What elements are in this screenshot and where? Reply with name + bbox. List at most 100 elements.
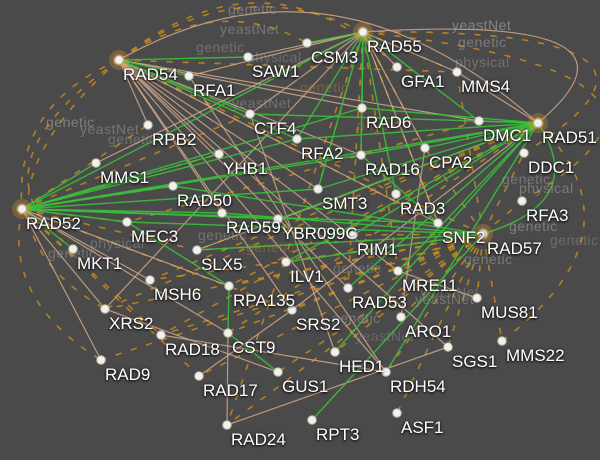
node-SGS1[interactable]	[443, 342, 453, 352]
node-label-DDC1[interactable]: DDC1	[528, 158, 574, 177]
node-RFA1[interactable]	[184, 71, 194, 81]
node-CTF4[interactable]	[245, 109, 255, 119]
node-RAD50[interactable]	[168, 181, 178, 191]
node-MSH6[interactable]	[145, 275, 155, 285]
node-label-SAW1[interactable]: SAW1	[252, 62, 300, 81]
node-label-RFA3[interactable]: RFA3	[526, 206, 569, 225]
node-label-DMC1[interactable]: DMC1	[483, 126, 531, 145]
node-label-MRE11[interactable]: MRE11	[402, 276, 457, 295]
node-label-SMT3[interactable]: SMT3	[322, 194, 367, 213]
node-SRS2[interactable]	[287, 305, 297, 315]
node-SMT3[interactable]	[313, 184, 323, 194]
node-DMC1[interactable]	[474, 116, 484, 126]
node-RAD54[interactable]	[114, 55, 124, 65]
node-label-RFA1[interactable]: RFA1	[193, 81, 236, 100]
node-HED1[interactable]	[330, 347, 340, 357]
node-MMS22[interactable]	[497, 336, 507, 346]
node-label-CST9[interactable]: CST9	[232, 338, 275, 357]
node-label-ILV1[interactable]: ILV1	[290, 267, 324, 286]
node-RIM1[interactable]	[348, 230, 358, 240]
node-label-RAD57[interactable]: RAD57	[487, 239, 542, 258]
node-YHB1[interactable]	[214, 149, 224, 159]
node-GUS1[interactable]	[273, 367, 283, 377]
node-label-MMS22[interactable]: MMS22	[506, 346, 565, 365]
node-MUS81[interactable]	[472, 293, 482, 303]
node-label-RAD9[interactable]: RAD9	[105, 365, 150, 384]
node-MMS1[interactable]	[91, 158, 101, 168]
node-RAD18[interactable]	[156, 330, 166, 340]
node-RAD6[interactable]	[357, 103, 367, 113]
node-label-RAD53[interactable]: RAD53	[352, 293, 407, 312]
node-label-RAD6[interactable]: RAD6	[366, 113, 411, 132]
node-label-MEC3[interactable]: MEC3	[131, 227, 178, 246]
node-DDC1[interactable]	[519, 148, 529, 158]
node-RAD3[interactable]	[391, 189, 401, 199]
node-label-GFA1[interactable]: GFA1	[401, 72, 444, 91]
node-label-RPA135[interactable]: RPA135	[233, 291, 295, 310]
node-label-RAD55[interactable]: RAD55	[367, 37, 422, 56]
node-CSM3[interactable]	[302, 38, 312, 48]
node-label-RAD52[interactable]: RAD52	[26, 214, 81, 233]
node-label-YHB1[interactable]: YHB1	[223, 159, 267, 178]
node-label-RAD3[interactable]: RAD3	[400, 199, 445, 218]
node-label-ASF1[interactable]: ASF1	[401, 418, 444, 437]
node-label-SNF2[interactable]: SNF2	[442, 228, 485, 247]
node-label-RAD54[interactable]: RAD54	[123, 65, 178, 84]
node-CST9[interactable]	[223, 328, 233, 338]
node-RAD52[interactable]	[17, 204, 27, 214]
node-label-XRS2[interactable]: XRS2	[109, 314, 153, 333]
node-label-SLX5[interactable]: SLX5	[201, 255, 243, 274]
node-MEC3[interactable]	[122, 217, 132, 227]
node-GFA1[interactable]	[392, 62, 402, 72]
node-YBR099C[interactable]	[273, 214, 283, 224]
node-label-HED1[interactable]: HED1	[339, 357, 384, 376]
node-SLX5[interactable]	[192, 245, 202, 255]
node-label-RAD50[interactable]: RAD50	[177, 191, 232, 210]
node-RAD17[interactable]	[194, 371, 204, 381]
node-label-RAD17[interactable]: RAD17	[203, 381, 258, 400]
node-label-RAD16[interactable]: RAD16	[365, 160, 420, 179]
node-label-RAD59[interactable]: RAD59	[226, 218, 281, 237]
node-ILV1[interactable]	[281, 257, 291, 267]
node-label-RAD18[interactable]: RAD18	[165, 340, 220, 359]
node-MRE11[interactable]	[393, 266, 403, 276]
node-RAD16[interactable]	[356, 150, 366, 160]
node-RAD57[interactable]	[478, 229, 488, 239]
node-RDH54[interactable]	[381, 367, 391, 377]
node-RAD55[interactable]	[358, 27, 368, 37]
node-label-GUS1[interactable]: GUS1	[282, 377, 328, 396]
node-ASF1[interactable]	[392, 408, 402, 418]
node-label-SGS1[interactable]: SGS1	[452, 352, 497, 371]
node-SAW1[interactable]	[243, 52, 253, 62]
node-CPA2[interactable]	[420, 143, 430, 153]
node-RAD24[interactable]	[222, 420, 232, 430]
node-label-RAD51[interactable]: RAD51	[542, 128, 597, 147]
node-label-RFA2[interactable]: RFA2	[301, 144, 344, 163]
node-label-MUS81[interactable]: MUS81	[481, 303, 538, 322]
node-label-MKT1[interactable]: MKT1	[77, 254, 122, 273]
node-RPB2[interactable]	[143, 120, 153, 130]
node-label-MSH6[interactable]: MSH6	[154, 285, 201, 304]
node-RAD51[interactable]	[533, 118, 543, 128]
node-RAD53[interactable]	[343, 283, 353, 293]
node-RAD59[interactable]	[217, 208, 227, 218]
node-label-CPA2[interactable]: CPA2	[429, 153, 472, 172]
node-label-RDH54[interactable]: RDH54	[390, 377, 446, 396]
node-MKT1[interactable]	[68, 244, 78, 254]
node-RPT3[interactable]	[307, 415, 317, 425]
node-RAD9[interactable]	[96, 355, 106, 365]
node-label-ARO1[interactable]: ARO1	[405, 322, 451, 341]
node-label-RPT3[interactable]: RPT3	[316, 425, 359, 444]
node-SNF2[interactable]	[433, 218, 443, 228]
node-label-MMS4[interactable]: MMS4	[461, 77, 510, 96]
node-ARO1[interactable]	[396, 312, 406, 322]
node-label-RPB2[interactable]: RPB2	[152, 130, 196, 149]
node-label-CSM3[interactable]: CSM3	[311, 48, 358, 67]
node-RPA135[interactable]	[224, 281, 234, 291]
node-XRS2[interactable]	[100, 304, 110, 314]
node-label-MMS1[interactable]: MMS1	[100, 168, 149, 187]
node-RFA3[interactable]	[517, 196, 527, 206]
node-RFA2[interactable]	[292, 134, 302, 144]
node-MMS4[interactable]	[452, 67, 462, 77]
